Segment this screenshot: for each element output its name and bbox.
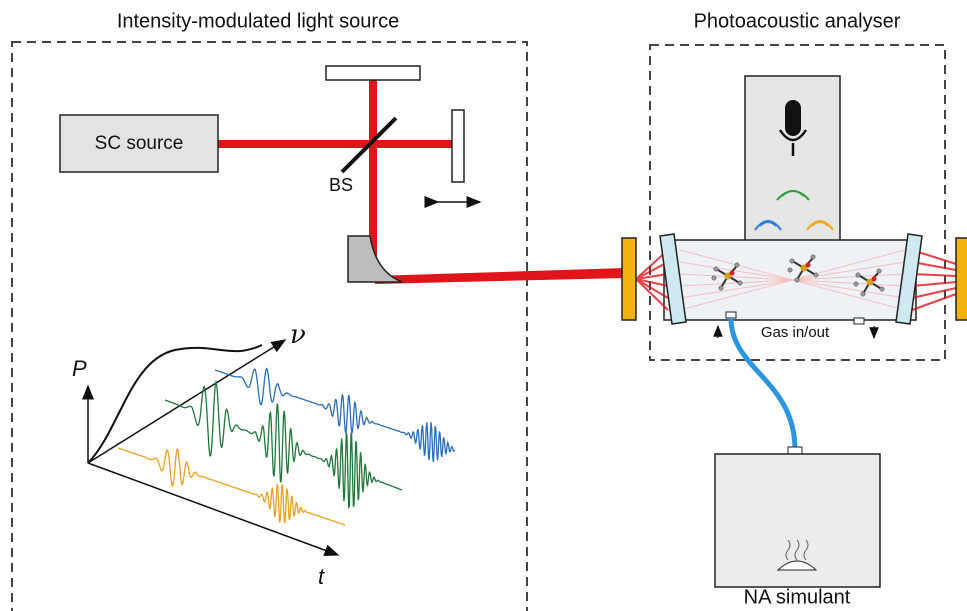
atom bbox=[853, 281, 859, 287]
vapour bbox=[785, 539, 809, 561]
dish bbox=[776, 560, 818, 571]
label: SC source bbox=[95, 133, 184, 154]
atom bbox=[879, 286, 885, 292]
waveform bbox=[164, 379, 403, 510]
beam bbox=[635, 278, 669, 311]
axis-label: P bbox=[72, 356, 87, 381]
atom bbox=[713, 266, 719, 272]
atom bbox=[805, 262, 811, 268]
atom bbox=[737, 280, 743, 286]
gas-tube bbox=[728, 317, 798, 451]
atom bbox=[860, 291, 866, 297]
molecule bbox=[711, 262, 743, 291]
atom bbox=[789, 258, 795, 264]
atom bbox=[871, 276, 877, 282]
beam bbox=[635, 273, 669, 280]
waveform bbox=[117, 447, 346, 526]
spectrum-curve bbox=[87, 344, 263, 464]
beamsplitter bbox=[340, 116, 398, 174]
beam bbox=[635, 278, 669, 299]
label: BS bbox=[329, 175, 353, 195]
source-panel bbox=[11, 41, 528, 611]
atom bbox=[711, 275, 717, 281]
atom bbox=[794, 277, 800, 283]
atom bbox=[787, 267, 793, 273]
atom bbox=[813, 272, 819, 278]
port bbox=[853, 317, 865, 325]
sound-wave bbox=[776, 190, 810, 201]
axis-label: ν bbox=[290, 320, 306, 350]
window bbox=[895, 233, 923, 325]
panel-title: Photoacoustic analyser bbox=[694, 10, 901, 32]
waveform bbox=[214, 367, 456, 463]
beam bbox=[911, 293, 957, 311]
output-beam bbox=[375, 268, 625, 284]
label: Gas in/out bbox=[761, 324, 830, 341]
waveforms bbox=[117, 367, 456, 526]
beam bbox=[679, 249, 906, 311]
panel-title: Intensity-modulated light source bbox=[117, 10, 399, 32]
atom bbox=[718, 285, 724, 291]
beam bbox=[635, 278, 669, 287]
sound-wave bbox=[754, 220, 782, 231]
atom bbox=[734, 262, 740, 268]
window bbox=[659, 233, 687, 325]
microphone bbox=[785, 100, 801, 136]
atom bbox=[855, 272, 861, 278]
atom bbox=[876, 268, 882, 274]
atom bbox=[810, 254, 816, 260]
cavity-mirror bbox=[955, 237, 967, 321]
atom bbox=[724, 272, 732, 280]
atom bbox=[866, 278, 874, 286]
beam bbox=[911, 281, 957, 287]
atom bbox=[800, 264, 808, 272]
beam bbox=[635, 261, 669, 280]
sound-wave bbox=[806, 220, 834, 231]
sc-source bbox=[59, 114, 219, 173]
mirror bbox=[451, 109, 465, 183]
atom bbox=[729, 270, 735, 276]
analyser-panel bbox=[649, 44, 946, 361]
microphone-stand bbox=[778, 129, 808, 156]
cell-beams bbox=[635, 249, 957, 311]
parabolic-mirror bbox=[347, 235, 403, 283]
axis-label: t bbox=[318, 564, 325, 589]
molecule bbox=[787, 254, 819, 283]
molecule bbox=[853, 268, 885, 297]
label: NA simulant bbox=[744, 586, 851, 608]
port bbox=[725, 311, 737, 319]
mirror bbox=[325, 65, 421, 81]
plot-axes bbox=[82, 339, 340, 556]
beam bbox=[911, 261, 957, 271]
cavity-mirror bbox=[621, 237, 637, 321]
beam bbox=[911, 273, 957, 277]
beam bbox=[911, 287, 957, 299]
port bbox=[787, 446, 803, 455]
